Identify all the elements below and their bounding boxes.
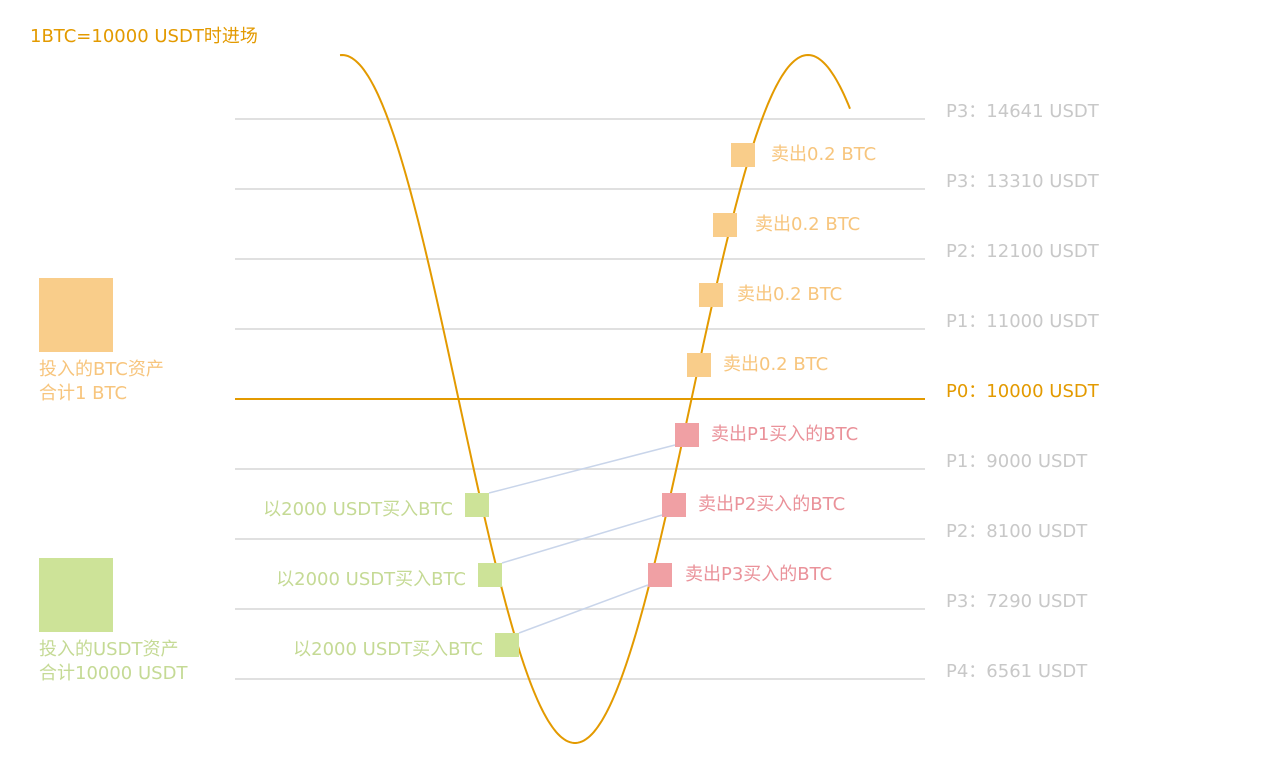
sell-square	[699, 283, 723, 307]
legend-text: 投入的USDT资产	[39, 639, 178, 660]
buy-square	[465, 493, 489, 517]
buy-square	[495, 633, 519, 657]
level-label: P1：9000 USDT	[946, 451, 1088, 472]
buy-label: 以2000 USDT买入BTC	[263, 499, 453, 520]
sell-square	[731, 143, 755, 167]
level-label: P3：7290 USDT	[946, 591, 1088, 612]
link-line	[501, 514, 663, 564]
level-label: P1：11000 USDT	[946, 311, 1100, 332]
level-label: P2：8100 USDT	[946, 521, 1088, 542]
level-label: P0：10000 USDT	[946, 381, 1100, 402]
sell-label: 卖出0.2 BTC	[755, 214, 860, 235]
resell-label: 卖出P1买入的BTC	[711, 424, 858, 445]
level-label: P2：12100 USDT	[946, 241, 1100, 262]
sell-label: 卖出0.2 BTC	[771, 144, 876, 165]
sell-label: 卖出0.2 BTC	[723, 354, 828, 375]
level-label: P3：13310 USDT	[946, 171, 1100, 192]
resell-square	[648, 563, 672, 587]
legend-btc-square	[39, 278, 113, 352]
title: 1BTC=10000 USDT时进场	[30, 26, 258, 47]
legend-usdt-square	[39, 558, 113, 632]
sell-square	[687, 353, 711, 377]
resell-label: 卖出P2买入的BTC	[698, 494, 845, 515]
price-curve	[339, 53, 851, 744]
legend-text: 合计1 BTC	[39, 383, 127, 404]
legend-text: 合计10000 USDT	[39, 663, 188, 684]
resell-square	[662, 493, 686, 517]
buy-label: 以2000 USDT买入BTC	[276, 569, 466, 590]
level-label: P3：14641 USDT	[946, 101, 1100, 122]
sell-square	[713, 213, 737, 237]
price-levels: P3：14641 USDT P3：13310 USDT P2：12100 USDT P…	[235, 101, 1100, 682]
buy-square	[478, 563, 502, 587]
legend-text: 投入的BTC资产	[39, 359, 164, 380]
buy-label: 以2000 USDT买入BTC	[293, 639, 483, 660]
sell-label: 卖出0.2 BTC	[737, 284, 842, 305]
resell-label: 卖出P3买入的BTC	[685, 564, 832, 585]
level-label: P4：6561 USDT	[946, 661, 1088, 682]
link-line	[488, 444, 676, 494]
link-line	[518, 584, 649, 634]
resell-square	[675, 423, 699, 447]
